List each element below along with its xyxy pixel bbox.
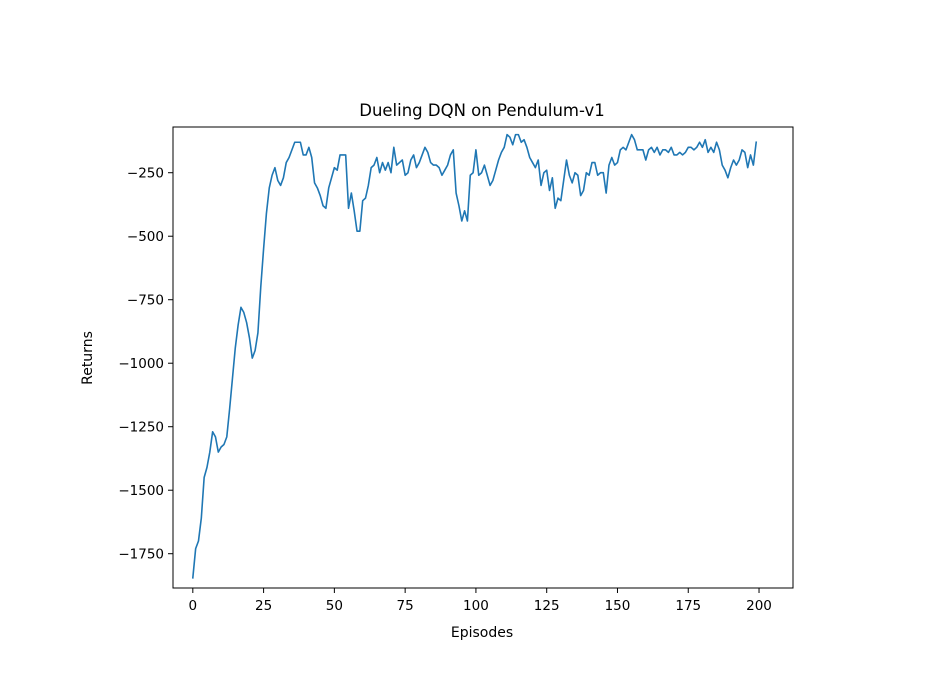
y-tick-label: −500 — [127, 229, 164, 245]
y-tick-label: −1000 — [118, 356, 164, 372]
x-tick-label: 200 — [746, 598, 772, 614]
x-tick-label: 50 — [326, 598, 343, 614]
x-tick-label: 150 — [605, 598, 631, 614]
y-tick-label: −750 — [127, 293, 164, 309]
x-tick-label: 0 — [189, 598, 198, 614]
series-line-0 — [191, 133, 758, 579]
x-axis-title: Episodes — [451, 625, 513, 641]
x-tick-label: 100 — [463, 598, 489, 614]
x-tick-label: 75 — [397, 598, 414, 614]
y-axis-title: Returns — [80, 331, 96, 385]
x-tick-label: 125 — [534, 598, 560, 614]
y-tick-label: −1500 — [118, 483, 164, 499]
y-tick-label: −1750 — [118, 547, 164, 563]
x-tick-label: 25 — [255, 598, 272, 614]
chart-title: Dueling DQN on Pendulum-v1 — [359, 101, 605, 120]
plot-frame — [172, 126, 794, 589]
x-tick-label: 175 — [675, 598, 701, 614]
y-tick-label: −1250 — [118, 420, 164, 436]
x-axis: 0 25 50 75 100 125 150 175 200 — [189, 588, 772, 614]
y-tick-label: −250 — [127, 166, 164, 182]
y-axis: −1750 −1500 −1250 −1000 −750 −500 −250 — [118, 166, 173, 563]
plot-area — [172, 126, 794, 589]
